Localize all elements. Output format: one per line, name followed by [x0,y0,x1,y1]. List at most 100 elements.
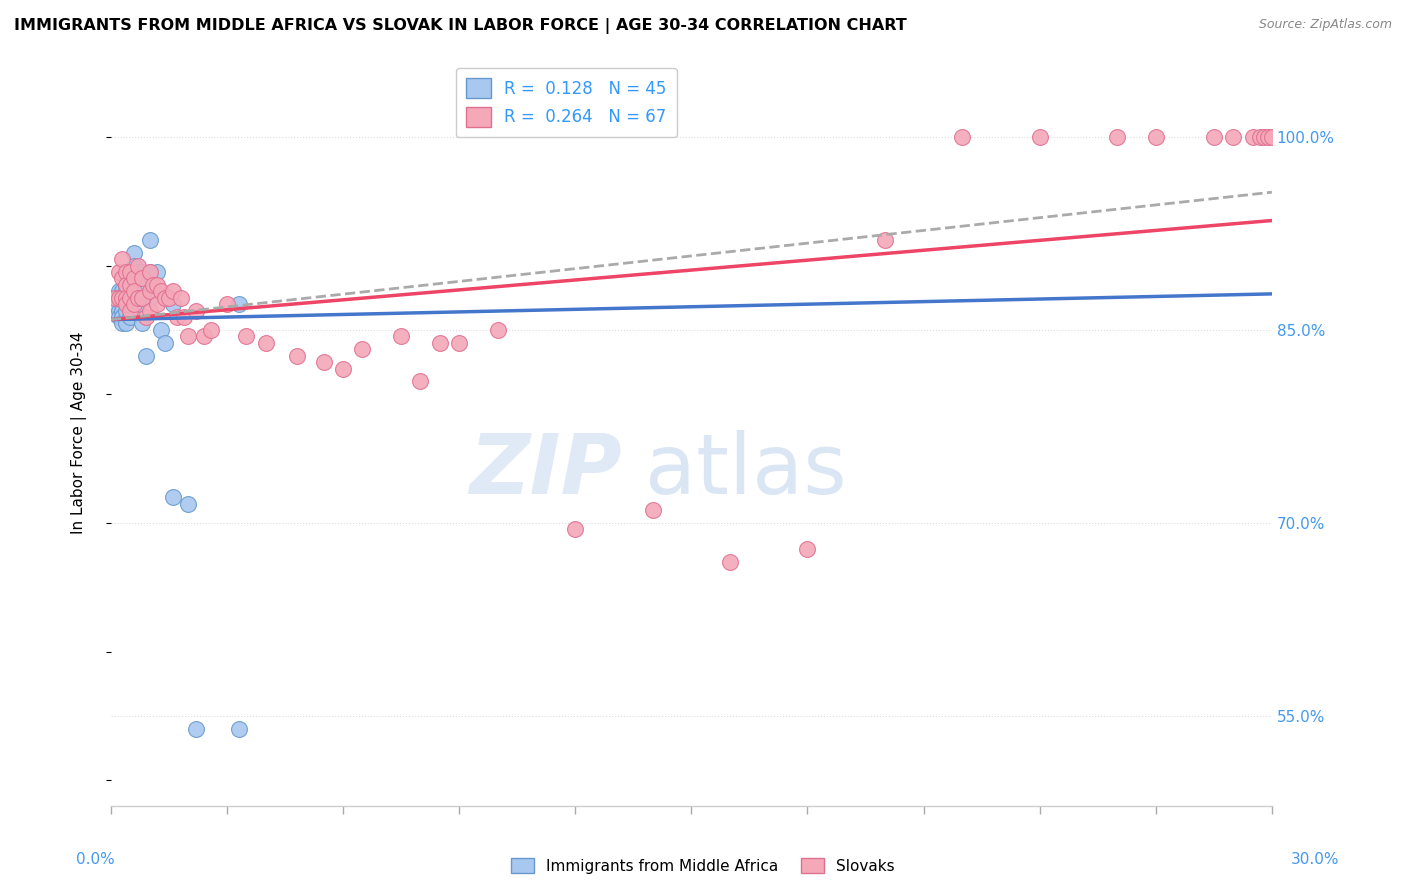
Point [120,271,142,285]
Point [718,555,741,569]
Point [1261,129,1284,144]
Point [127,277,149,292]
Text: IMMIGRANTS FROM MIDDLE AFRICA VS SLOVAK IN LABOR FORCE | AGE 30-34 CORRELATION C: IMMIGRANTS FROM MIDDLE AFRICA VS SLOVAK … [14,18,907,34]
Point [111,291,134,305]
Point [285,349,308,363]
Point [184,303,207,318]
Point [122,271,145,285]
Point [131,317,153,331]
Point [228,722,250,736]
Point [150,323,173,337]
Point [122,285,145,299]
Point [177,497,200,511]
Text: atlas: atlas [645,430,846,511]
Point [135,310,157,324]
Point [146,277,169,292]
Point [138,233,160,247]
Point [111,317,134,331]
Point [111,310,134,324]
Text: 30.0%: 30.0% [1291,852,1339,867]
Point [122,245,145,260]
Point [115,265,138,279]
Point [107,310,129,324]
Point [138,303,160,318]
Point [115,285,138,299]
Point [115,291,138,305]
Point [120,310,142,324]
Point [146,297,169,311]
Point [127,291,149,305]
Point [1107,129,1129,144]
Point [115,297,138,311]
Point [157,291,180,305]
Point [120,265,142,279]
Point [120,297,142,311]
Point [127,297,149,311]
Point [115,297,138,311]
Point [138,265,160,279]
Legend: R =  0.128   N = 45, R =  0.264   N = 67: R = 0.128 N = 45, R = 0.264 N = 67 [456,68,676,137]
Point [107,291,129,305]
Point [146,265,169,279]
Legend: Immigrants from Middle Africa, Slovaks: Immigrants from Middle Africa, Slovaks [505,852,901,880]
Point [120,277,142,292]
Text: ZIP: ZIP [470,430,621,511]
Point [138,285,160,299]
Point [131,271,153,285]
Point [950,129,973,144]
Point [142,277,165,292]
Point [1249,129,1271,144]
Point [111,271,134,285]
Point [131,265,153,279]
Point [131,291,153,305]
Point [200,323,222,337]
Point [228,297,250,311]
Point [115,291,138,305]
Point [873,233,896,247]
Point [235,329,257,343]
Point [120,291,142,305]
Point [1222,129,1244,144]
Point [111,285,134,299]
Point [352,343,374,357]
Point [111,303,134,318]
Point [153,291,176,305]
Point [107,265,129,279]
Point [104,297,127,311]
Point [1241,129,1264,144]
Point [104,291,127,305]
Point [312,355,335,369]
Point [332,361,354,376]
Point [122,297,145,311]
Point [1253,129,1275,144]
Point [486,323,509,337]
Point [173,310,195,324]
Point [184,722,207,736]
Point [409,375,432,389]
Point [120,285,142,299]
Point [162,285,184,299]
Point [107,285,129,299]
Point [193,329,215,343]
Point [135,349,157,363]
Point [162,490,184,504]
Point [120,303,142,318]
Y-axis label: In Labor Force | Age 30-34: In Labor Force | Age 30-34 [72,332,87,534]
Point [138,265,160,279]
Point [389,329,412,343]
Point [115,303,138,318]
Point [166,310,188,324]
Point [254,335,277,350]
Point [107,303,129,318]
Point [122,271,145,285]
Point [564,523,586,537]
Point [1028,129,1050,144]
Point [449,335,471,350]
Point [115,277,138,292]
Point [177,329,200,343]
Point [115,277,138,292]
Text: 0.0%: 0.0% [76,852,115,867]
Point [150,285,173,299]
Point [111,252,134,267]
Point [1202,129,1225,144]
